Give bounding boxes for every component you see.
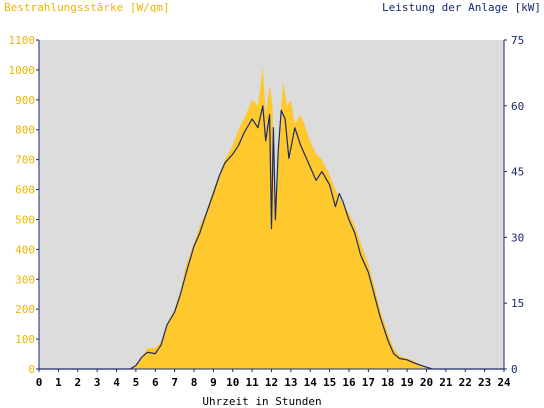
x-tick-label: 15 [323, 376, 336, 389]
x-tick-label: 21 [439, 376, 453, 389]
left-axis-title: Bestrahlungsstärke [W/qm] [4, 1, 170, 14]
left-tick-label: 100 [15, 333, 35, 346]
right-tick-label: 45 [511, 166, 524, 179]
x-axis-title: Uhrzeit in Stunden [202, 395, 321, 408]
x-tick-label: 7 [171, 376, 178, 389]
x-tick-label: 20 [420, 376, 433, 389]
x-tick-label: 12 [265, 376, 278, 389]
right-tick-label: 0 [511, 363, 518, 376]
left-tick-label: 900 [15, 94, 35, 107]
right-tick-label: 30 [511, 231, 524, 244]
x-tick-label: 23 [478, 376, 491, 389]
right-tick-label: 60 [511, 100, 524, 113]
x-tick-label: 2 [74, 376, 81, 389]
power-layer [39, 105, 504, 370]
left-tick-label: 0 [28, 363, 35, 376]
x-tick-label: 18 [381, 376, 394, 389]
x-tick-label: 14 [304, 376, 318, 389]
x-tick-label: 24 [497, 376, 511, 389]
x-tick-label: 4 [113, 376, 120, 389]
x-tick-label: 1 [55, 376, 62, 389]
right-tick-label: 75 [511, 34, 524, 47]
x-tick-label: 8 [191, 376, 198, 389]
left-tick-label: 700 [15, 154, 35, 167]
power-line [39, 105, 504, 370]
x-tick-label: 17 [362, 376, 375, 389]
x-tick-label: 19 [401, 376, 414, 389]
x-tick-label: 9 [210, 376, 217, 389]
left-tick-label: 1100 [9, 34, 36, 47]
left-tick-label: 200 [15, 303, 35, 316]
x-tick-label: 5 [133, 376, 140, 389]
x-tick-label: 0 [36, 376, 43, 389]
ticks-layer: 0100200300400500600700800900100011000153… [9, 34, 525, 389]
x-tick-label: 11 [246, 376, 260, 389]
x-tick-label: 16 [342, 376, 356, 389]
left-tick-label: 1000 [9, 64, 36, 77]
x-tick-label: 6 [152, 376, 159, 389]
x-tick-label: 22 [459, 376, 472, 389]
x-tick-label: 10 [226, 376, 239, 389]
x-tick-label: 13 [284, 376, 297, 389]
left-tick-label: 300 [15, 273, 35, 286]
left-tick-label: 600 [15, 184, 35, 197]
left-tick-label: 400 [15, 243, 35, 256]
left-tick-label: 800 [15, 124, 35, 137]
x-tick-label: 3 [94, 376, 101, 389]
right-tick-label: 15 [511, 297, 524, 310]
right-axis-title: Leistung der Anlage [kW] [382, 1, 541, 14]
left-tick-label: 500 [15, 213, 35, 226]
